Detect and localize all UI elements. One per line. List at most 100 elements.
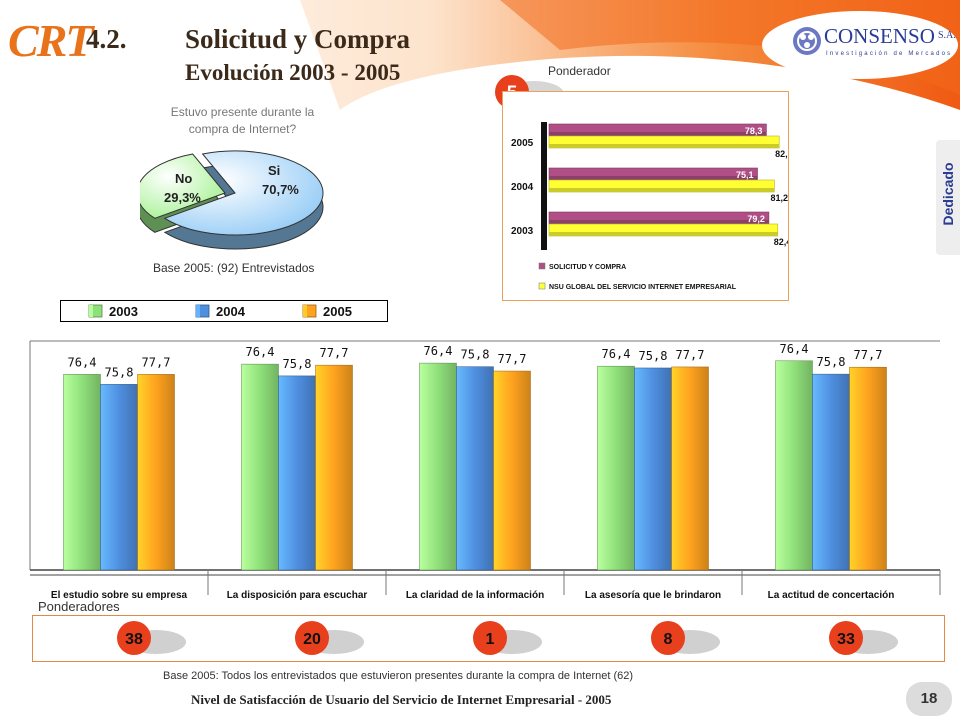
consenso-tagline: Investigación de Mercados	[826, 51, 953, 57]
main-value-label: 75,8	[283, 357, 312, 371]
main-value-label: 75,8	[639, 349, 668, 363]
ponderador-bar-chart: 2005 78,3 82,9 2004 75,1 81,2 2003 79,2 82,4 SOLI…	[511, 122, 793, 291]
ponderadores-strip: 38 20 1 8 33	[32, 615, 945, 662]
main-value-label: 76,4	[780, 342, 809, 356]
main-bar-2005	[315, 364, 353, 571]
main-value-label: 77,7	[498, 352, 527, 366]
section-number: 4.2.	[86, 24, 127, 54]
main-bar-2004	[278, 375, 316, 571]
ponderador-badge-circle	[295, 621, 329, 655]
hbar-bar-shade	[549, 144, 780, 148]
consenso-name: CONSENSO	[824, 24, 935, 48]
main-bar-2005	[671, 366, 709, 571]
side-tab-dedicado: Dedicado	[936, 140, 960, 255]
crt-logo: CRT	[8, 15, 93, 66]
hbar-value-label: 81,2	[770, 193, 788, 203]
ponderador-badge-value: 38	[125, 631, 143, 648]
hbar-value-label: 75,1	[736, 170, 754, 180]
consenso-suffix: S.A.	[938, 30, 956, 41]
main-value-label: 76,4	[246, 345, 275, 359]
hbar-category-label: 2004	[511, 182, 534, 193]
hbar-value-label: 82,4	[774, 237, 788, 247]
legend-label-2004: 2004	[216, 304, 246, 319]
main-bar-2004	[100, 384, 138, 571]
consenso-logo: CONSENSO S.A. Investigación de Mercados	[790, 22, 960, 66]
main-value-label: 76,4	[424, 344, 453, 358]
main-value-label: 77,7	[854, 348, 883, 362]
main-bar-2003	[775, 360, 813, 571]
page-number: 18	[906, 682, 952, 716]
pie-label-no: No	[175, 171, 192, 186]
hbar-legend-swatch	[538, 282, 546, 290]
pie-value-si: 70,7%	[262, 182, 299, 197]
main-bar-2003	[597, 365, 635, 571]
main-value-label: 75,8	[817, 355, 846, 369]
main-category-label: La actitud de concertación	[768, 590, 895, 601]
hbar-category-label: 2003	[511, 226, 534, 237]
consenso-globe-icon	[793, 27, 821, 55]
main-bar-2004	[456, 366, 494, 571]
hbar-legend-label: NSU GLOBAL DEL SERVICIO INTERNET EMPRESA…	[549, 284, 737, 291]
main-category-label: El estudio sobre su empresa	[51, 590, 188, 601]
footer-title: Nivel de Satisfacción de Usuario del Ser…	[191, 692, 612, 707]
pie-question: Estuvo presente durante la compra de Int…	[170, 105, 315, 136]
ponderador-badge-value: 8	[664, 631, 673, 648]
ponderador-badge-circle	[473, 621, 507, 655]
pie-slice-si	[163, 150, 324, 236]
legend-swatch-shade-2004	[196, 305, 200, 317]
main-bar-2003	[241, 363, 279, 571]
hbar-axis	[541, 122, 547, 250]
ponderador-badge-value: 20	[303, 631, 321, 648]
ponderador-badge-value: 33	[837, 631, 855, 648]
hbar-value-label: 82,9	[775, 149, 788, 159]
main-category-label: La claridad de la información	[406, 590, 544, 601]
hbar-bar-shade	[549, 188, 775, 192]
hbar-bar-shade	[549, 220, 769, 224]
ponderadores-badges: 38 20 1 8 33	[117, 621, 898, 655]
main-bar-2005	[849, 366, 887, 571]
main-value-label: 76,4	[68, 355, 97, 369]
main-category-label: La disposición para escuchar	[227, 590, 368, 601]
main-bar-2003	[419, 362, 457, 571]
side-tab-label: Dedicado	[940, 162, 956, 226]
hbar-bar-shade	[549, 232, 778, 236]
main-value-label: 77,7	[320, 346, 349, 360]
ponderador-badge-circle	[117, 621, 151, 655]
legend-label-2005: 2005	[323, 304, 352, 319]
ponderador-badge-value: 1	[486, 631, 495, 648]
hbar-legend-label: SOLICITUD Y COMPRA	[549, 264, 626, 271]
ponderador-panel: 2005 78,3 82,9 2004 75,1 81,2 2003 79,2 82,4 SOLI…	[502, 91, 793, 301]
legend-swatch-shade-2003	[89, 305, 93, 317]
main-bar-2005	[493, 370, 531, 571]
main-bar-2005	[137, 374, 175, 571]
main-bar-2004	[812, 373, 850, 571]
main-value-label: 75,8	[105, 365, 134, 379]
pie-value-no: 29,3%	[164, 190, 201, 205]
main-bar-2004	[634, 367, 672, 571]
main-bar-2003	[63, 374, 101, 571]
legend-label-2003: 2003	[109, 304, 138, 319]
hbar-value-label: 78,3	[745, 126, 763, 136]
pie-label-si: Si	[268, 163, 280, 178]
main-category-label: La asesoría que le brindaron	[585, 590, 721, 601]
ponderador-badge-circle	[651, 621, 685, 655]
hbar-legend-swatch	[538, 262, 546, 270]
main-legend-items: 2003 2004 2005	[88, 304, 352, 319]
main-bar-chart: 76,4 75,8 77,7 El estudio sobre su empresa 7…	[29, 340, 941, 601]
pie-slice-no	[140, 153, 226, 219]
base-note: Base 2005: Todos los entrevistados que e…	[163, 670, 634, 682]
main-value-label: 77,7	[142, 355, 171, 369]
hbar-category-label: 2005	[511, 138, 534, 149]
ponderador-badge-circle	[829, 621, 863, 655]
pie-base-note: Base 2005: (92) Entrevistados	[153, 261, 315, 275]
legend-swatch-shade-2005	[303, 305, 307, 317]
pie-chart: Si 70,7% No 29,3%	[140, 150, 324, 250]
ponderadores-title: Ponderadores	[38, 599, 120, 614]
section-subtitle: Evolución 2003 - 2005	[185, 60, 401, 85]
section-title: Solicitud y Compra	[185, 24, 411, 54]
main-value-label: 75,8	[461, 348, 490, 362]
main-legend: 2003 2004 2005	[60, 300, 388, 322]
hbar-value-label: 79,2	[747, 214, 765, 224]
ponderador-label: Ponderador	[548, 64, 611, 78]
main-value-label: 76,4	[602, 347, 631, 361]
